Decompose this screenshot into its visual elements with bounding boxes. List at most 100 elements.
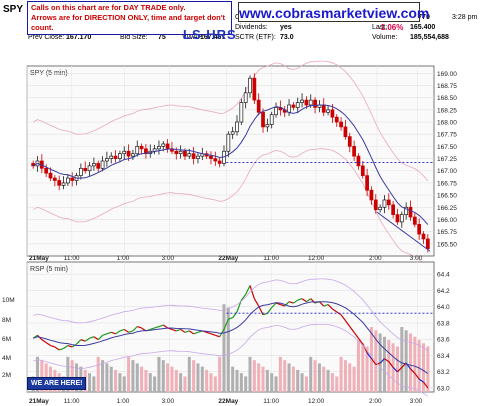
rsp-line-segment xyxy=(353,332,359,339)
price-candle-body xyxy=(391,204,396,215)
rsp-line-segment xyxy=(306,298,312,303)
rsp-line-segment xyxy=(50,344,56,348)
price-candle-body xyxy=(217,160,222,164)
volume-bar xyxy=(101,360,105,392)
rsp-moving-average xyxy=(33,301,429,374)
rsp-line-segment xyxy=(245,285,251,295)
price-candle-body xyxy=(321,104,326,113)
rsp-line-segment xyxy=(418,378,424,383)
site-url-banner[interactable]: www.cobrasmarketview.com xyxy=(238,2,429,22)
rsp-line-segment xyxy=(162,324,168,329)
price-candle-body xyxy=(96,163,101,169)
volume-bar xyxy=(192,360,196,392)
volume-bar xyxy=(361,343,365,392)
price-candle-body xyxy=(113,155,118,159)
rsp-line-segment xyxy=(158,324,164,328)
header-value: 185,554,688 xyxy=(410,34,449,41)
note-line-1: Calls on this chart are for DAY TRADE on… xyxy=(31,3,186,12)
price-candle-body xyxy=(57,180,62,186)
rsp-line-segment xyxy=(357,337,364,345)
price-candle-body xyxy=(274,107,278,116)
rsp-line-segment xyxy=(106,331,112,335)
rsp-line-segment xyxy=(171,328,177,332)
rsp-line-segment xyxy=(210,333,216,336)
volume-bar xyxy=(426,346,430,392)
rsp-line-segment xyxy=(80,339,86,342)
we-are-here-label: WE ARE HERE! xyxy=(27,377,87,390)
price-candle-body xyxy=(291,104,296,108)
price-candle-body xyxy=(165,143,170,150)
rsp-line-segment xyxy=(397,367,403,373)
volume-bar xyxy=(148,373,152,392)
price-candle-body xyxy=(118,153,122,159)
volume-bar xyxy=(335,376,339,392)
rsp-line-segment xyxy=(132,326,138,332)
rsp-line-segment xyxy=(258,305,264,316)
price-candle-body xyxy=(369,189,374,201)
rsp-x-tick: 11:00 xyxy=(263,398,279,405)
rsp-line-segment xyxy=(150,327,155,331)
rsp-line-segment xyxy=(93,336,99,341)
volume-tick-label: 10M xyxy=(2,297,15,304)
rsp-line-segment xyxy=(293,299,299,304)
rsp-line-segment xyxy=(154,325,160,329)
rsp-axis: 64.4 64.2 64.0 63.8 63.6 63.4 63.2 63.0 10M 8M 6M 4… xyxy=(2,272,450,393)
volume-bar xyxy=(166,363,170,392)
price-candle-body xyxy=(196,155,200,159)
price-tick-label: 167.75 xyxy=(437,132,457,139)
volume-bar xyxy=(105,363,109,392)
volume-bar xyxy=(35,356,40,392)
price-moving-average xyxy=(32,104,429,225)
rsp-line-segment xyxy=(375,362,381,366)
price-candle-body xyxy=(109,155,114,159)
rsp-line-segment xyxy=(206,331,212,335)
volume-bar xyxy=(339,356,343,392)
price-candle-body xyxy=(100,160,105,169)
rsp-line-segment xyxy=(318,301,325,307)
price-candle-body xyxy=(135,146,140,155)
price-candle-body xyxy=(261,111,265,128)
volume-bar xyxy=(265,369,269,392)
rsp-line-segment xyxy=(215,334,220,338)
price-candles xyxy=(31,73,430,253)
price-tick-label: 167.50 xyxy=(437,144,457,151)
rsp-tick-label: 63.6 xyxy=(437,337,450,344)
volume-bar xyxy=(404,330,408,392)
rsp-line-segment xyxy=(188,330,194,335)
rsp-line-segment xyxy=(128,330,134,333)
volume-bar xyxy=(205,369,209,392)
price-candle-body xyxy=(52,177,57,181)
rsp-upper-band xyxy=(33,278,429,352)
price-candle-body xyxy=(295,102,300,108)
price-x-tick: 2:00 xyxy=(369,255,382,262)
volume-bar xyxy=(196,363,200,392)
price-x-tick: 3:00 xyxy=(161,255,174,262)
price-candle-body xyxy=(213,158,218,162)
price-candle-body xyxy=(70,177,75,181)
rsp-line-segment xyxy=(349,326,355,333)
rsp-line-segment xyxy=(332,308,338,313)
volume-bar xyxy=(317,363,321,392)
price-candle-body xyxy=(243,92,248,103)
price-candle-body xyxy=(65,177,70,184)
rsp-line-segment xyxy=(45,342,51,347)
price-candle-body xyxy=(269,114,274,125)
price-candle-body xyxy=(313,99,317,108)
volume-bar xyxy=(365,346,369,392)
header-value: yes xyxy=(280,24,292,31)
price-candle-body xyxy=(352,146,356,157)
volume-bar xyxy=(300,373,304,392)
volume-bar xyxy=(304,376,308,392)
rsp-line-segment xyxy=(414,372,420,380)
rsp-x-tick: 1:00 xyxy=(117,398,130,405)
rsp-line-segment xyxy=(370,358,377,365)
price-overlay xyxy=(32,104,434,252)
volume-bar xyxy=(161,360,165,392)
volume-bar xyxy=(270,373,274,392)
price-candle-body xyxy=(408,206,413,218)
price-upper-band xyxy=(33,60,429,182)
volume-bar xyxy=(213,376,217,392)
price-candle-body xyxy=(139,146,144,150)
rsp-line-segment xyxy=(63,345,69,349)
symbol-label: SPY xyxy=(3,4,23,15)
